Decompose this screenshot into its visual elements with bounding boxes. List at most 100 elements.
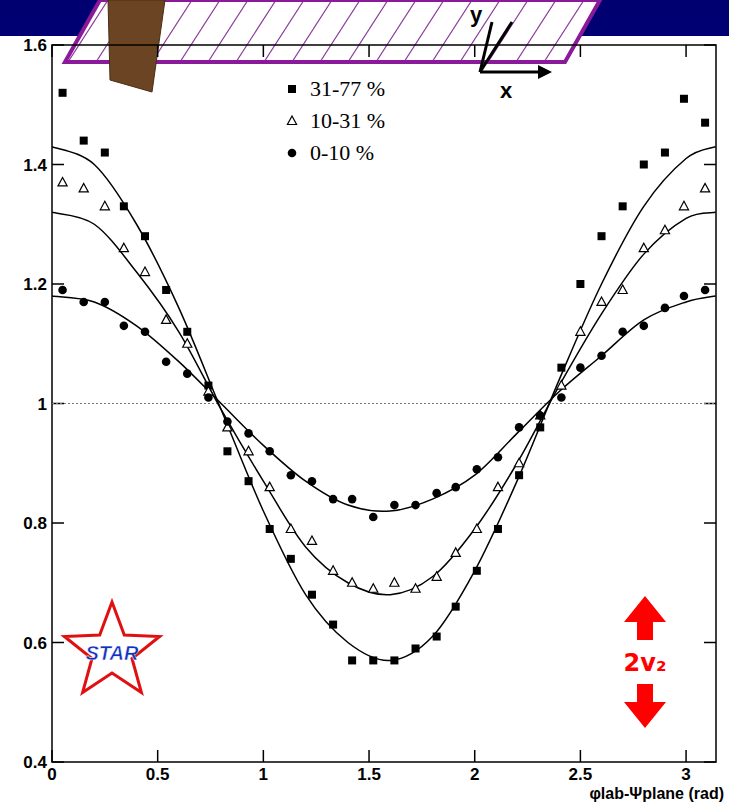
- x-tick-label: 0: [47, 765, 56, 784]
- x-tick: [580, 750, 582, 762]
- data-point: [390, 656, 398, 664]
- y-tick-label: 0.8: [23, 514, 47, 533]
- legend: 31-77 % 10-31 % 0-10 %: [287, 76, 385, 165]
- reference-line: [52, 403, 716, 404]
- data-point: [287, 555, 295, 563]
- data-point: [661, 149, 669, 157]
- data-point: [557, 381, 566, 390]
- logo-text: STAR: [86, 642, 140, 664]
- data-point: [101, 149, 109, 157]
- x-tick: [157, 45, 159, 57]
- y-tick: [704, 642, 716, 644]
- data-point: [183, 339, 192, 348]
- legend-label: 10-31 %: [310, 108, 385, 133]
- legend-marker: [288, 149, 297, 158]
- data-point: [473, 465, 482, 474]
- axes: 0.40.60.811.21.41.600.511.522.53φlab-Ψpl…: [23, 36, 724, 802]
- y-tick: [52, 761, 64, 763]
- data-point: [348, 578, 357, 587]
- x-tick-label: 0.5: [146, 765, 170, 784]
- data-point: [244, 429, 253, 438]
- data-point: [661, 304, 670, 313]
- data-point: [223, 417, 232, 426]
- x-tick-label: 2: [470, 765, 479, 784]
- y-tick-label: 1.6: [23, 36, 47, 55]
- data-point: [265, 482, 274, 491]
- data-point: [244, 446, 253, 455]
- x-tick-label: 1: [259, 765, 268, 784]
- data-point: [348, 656, 356, 664]
- data-point: [515, 471, 523, 479]
- data-point: [514, 458, 523, 467]
- y-tick-label: 0.4: [23, 753, 47, 772]
- chart: yx0.40.60.811.21.41.600.511.522.53φlab-Ψ…: [0, 0, 729, 804]
- data-point: [120, 202, 128, 210]
- data-point: [58, 177, 67, 186]
- data-point: [619, 202, 627, 210]
- panel: [0, 36, 729, 804]
- data-point: [473, 567, 481, 575]
- data-point: [412, 644, 420, 652]
- fit-line: [52, 147, 716, 661]
- x-tick: [263, 45, 265, 57]
- data-point: [119, 243, 128, 252]
- data-point: [680, 292, 689, 301]
- data-point: [79, 183, 88, 192]
- data-point: [576, 363, 585, 372]
- data-point: [265, 447, 274, 456]
- x-tick: [368, 45, 370, 57]
- y-tick: [52, 522, 64, 524]
- data-point: [494, 453, 503, 462]
- data-point: [494, 525, 502, 533]
- sketch-label: x: [500, 78, 513, 103]
- y-tick-label: 1: [38, 395, 47, 414]
- data-point: [536, 410, 545, 419]
- data-point: [390, 501, 399, 510]
- data-point: [493, 482, 502, 491]
- amplitude-annotation: 2v₂: [624, 596, 667, 728]
- x-tick-label: 1.5: [357, 765, 381, 784]
- y-tick: [704, 522, 716, 524]
- data-point: [432, 489, 441, 498]
- x-tick: [474, 45, 476, 57]
- logo-star: [64, 602, 159, 693]
- data-point: [576, 327, 585, 336]
- data-point: [183, 328, 191, 336]
- data-point: [576, 280, 584, 288]
- data-point: [433, 633, 441, 641]
- legend-label: 31-77 %: [310, 76, 385, 101]
- hatch-line: [544, 0, 584, 62]
- data-point: [348, 495, 357, 504]
- data-point: [411, 501, 420, 510]
- data-point: [58, 286, 67, 295]
- data-point: [536, 411, 545, 420]
- x-tick: [368, 750, 370, 762]
- data-point: [162, 357, 171, 366]
- data-point: [183, 369, 192, 378]
- data-point: [472, 524, 481, 533]
- data-point: [452, 603, 460, 611]
- data-point: [287, 471, 296, 480]
- data-point: [369, 656, 377, 664]
- data-point: [597, 297, 606, 306]
- legend-label: 0-10 %: [310, 140, 374, 165]
- data-point: [79, 298, 88, 307]
- data-point: [597, 351, 606, 360]
- data-point: [308, 591, 316, 599]
- x-tick: [685, 750, 687, 762]
- legend-marker: [287, 116, 296, 125]
- data-point: [80, 137, 88, 145]
- data-point: [204, 393, 213, 402]
- data-point: [660, 225, 669, 234]
- data-point: [329, 495, 338, 504]
- beam-sketch: [108, 0, 165, 92]
- x-tick: [263, 750, 265, 762]
- point-series: [59, 89, 710, 665]
- data-point: [432, 572, 441, 581]
- x-tick: [51, 45, 53, 57]
- y-tick-label: 0.6: [23, 634, 47, 653]
- fit-line: [52, 296, 716, 511]
- data-point: [369, 584, 378, 593]
- legend-marker: [288, 85, 296, 93]
- hatch-line: [628, 0, 668, 62]
